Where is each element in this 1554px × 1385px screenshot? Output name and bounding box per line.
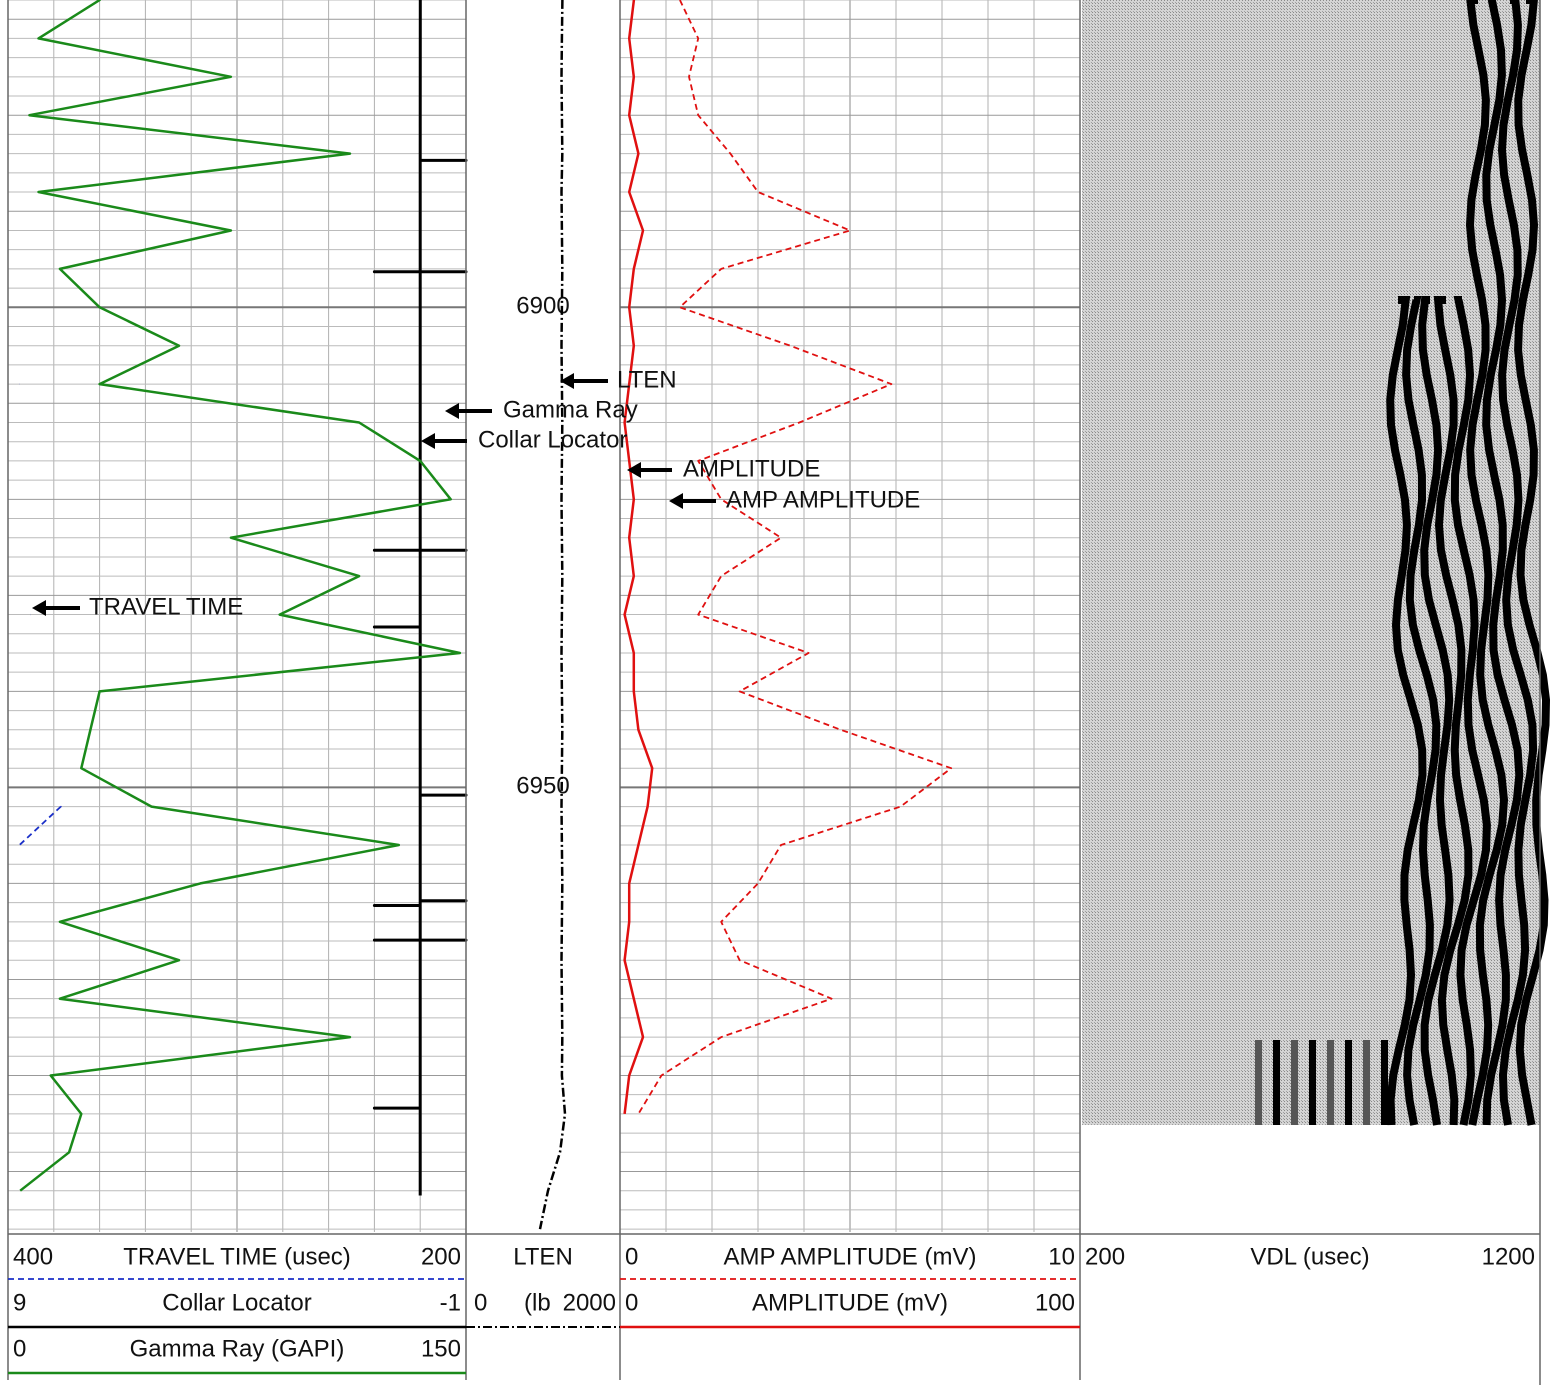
scale-min: 0 xyxy=(625,1289,638,1316)
curve-name: TRAVEL TIME (usec) xyxy=(123,1243,351,1270)
scale-min: 0 xyxy=(625,1243,638,1270)
scale-max: -1 xyxy=(440,1289,461,1316)
curve xyxy=(19,0,462,1192)
curve-name: Collar Locator xyxy=(162,1289,311,1316)
annotation-arrowhead xyxy=(560,373,574,389)
scale-max: 200 xyxy=(421,1243,461,1270)
vdl-stripe xyxy=(1255,1040,1262,1125)
annotation-arrowhead xyxy=(669,493,683,509)
curve xyxy=(18,383,467,1115)
scale-max: 100 xyxy=(1035,1289,1075,1316)
annotation: Collar Locator xyxy=(478,426,627,453)
curve-name: LTEN xyxy=(513,1243,573,1270)
annotation: LTEN xyxy=(617,366,677,393)
scale-max: 150 xyxy=(421,1335,461,1362)
annotation: AMP AMPLITUDE xyxy=(726,486,920,513)
curve xyxy=(623,0,654,1115)
vdl-stripe xyxy=(1363,1040,1370,1125)
depth-label-bg xyxy=(510,772,576,803)
vdl-stripe xyxy=(1386,296,1427,1126)
scale-max: 1200 xyxy=(1482,1243,1535,1270)
curve-unit: (lb xyxy=(524,1289,551,1316)
vdl-stripe xyxy=(1345,1040,1352,1125)
curve-name: AMPLITUDE (mV) xyxy=(752,1289,948,1316)
curve xyxy=(637,0,953,1115)
vdl-stripe xyxy=(1514,0,1551,1126)
curve xyxy=(538,0,567,1230)
vdl-image xyxy=(1082,0,1540,1125)
annotation-arrowhead xyxy=(32,600,46,616)
vdl-stripe xyxy=(1273,1040,1280,1125)
vdl-stripe xyxy=(1291,1040,1298,1125)
scale-min: 400 xyxy=(13,1243,53,1270)
vdl-stripe xyxy=(1433,296,1473,1126)
curve-name: Gamma Ray (GAPI) xyxy=(130,1335,345,1362)
annotation: AMPLITUDE xyxy=(683,455,820,482)
scale-min: 200 xyxy=(1085,1243,1125,1270)
depth-label-bg xyxy=(510,292,576,323)
curve-name: AMP AMPLITUDE (mV) xyxy=(724,1243,977,1270)
annotation-arrowhead xyxy=(627,462,641,478)
annotation: TRAVEL TIME xyxy=(89,593,243,620)
scale-min: 9 xyxy=(13,1289,26,1316)
scale-min: 0 xyxy=(13,1335,26,1362)
annotation: Gamma Ray xyxy=(503,396,638,423)
vdl-stripe xyxy=(1381,1040,1388,1125)
vdl-stripe xyxy=(1497,0,1538,1126)
vdl-stripe xyxy=(1309,1040,1316,1125)
vdl-stripe xyxy=(1327,1040,1334,1125)
vdl-stripe xyxy=(1450,296,1491,1126)
vdl-stripe xyxy=(1465,0,1509,1126)
vdl-stripe xyxy=(1418,296,1454,1126)
vdl-stripe xyxy=(1402,296,1441,1126)
curve-name: VDL (usec) xyxy=(1250,1243,1369,1270)
vdl-stripe xyxy=(1482,0,1524,1126)
scale-min: 0 xyxy=(474,1289,487,1316)
scale-max: 2000 xyxy=(563,1289,616,1316)
scale-max: 10 xyxy=(1048,1243,1075,1270)
annotation-arrowhead xyxy=(445,403,459,419)
annotation-arrowhead xyxy=(421,433,435,449)
curve xyxy=(372,0,468,1196)
